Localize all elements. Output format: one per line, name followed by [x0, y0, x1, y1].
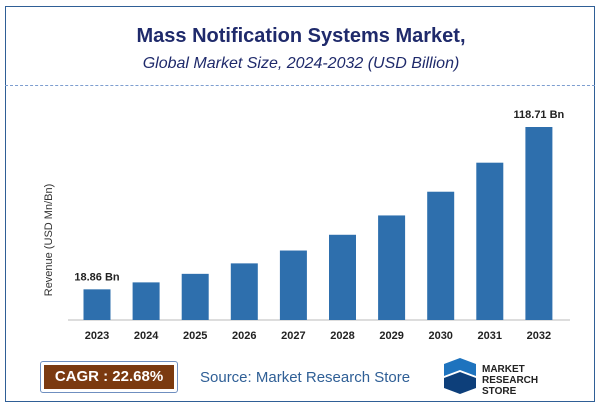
cagr-badge: CAGR : 22.68% — [40, 361, 178, 393]
bar-2023 — [83, 289, 111, 320]
x-tick-label: 2023 — [85, 330, 109, 342]
bar-2029 — [378, 215, 406, 320]
bar-2024 — [132, 282, 160, 320]
logo-line2: RESEARCH STORE — [482, 375, 539, 397]
divider — [5, 85, 595, 86]
x-tick-label: 2025 — [183, 330, 207, 342]
bar-2025 — [181, 273, 209, 320]
chart-title: Mass Notification Systems Market, — [136, 25, 466, 47]
x-tick-label: 2028 — [330, 330, 354, 342]
x-tick-label: 2031 — [478, 330, 502, 342]
bar-2030 — [427, 191, 455, 320]
bar-2027 — [279, 250, 307, 320]
bar-2026 — [230, 263, 258, 320]
logo-line1: MARKET — [482, 364, 525, 375]
data-label-first: 18.86 Bn — [74, 271, 120, 283]
source-text: Source: Market Research Store — [200, 369, 411, 386]
chart-frame — [5, 6, 595, 402]
x-tick-label: 2029 — [379, 330, 403, 342]
x-tick-label: 2030 — [428, 330, 452, 342]
chart-subtitle: Global Market Size, 2024-2032 (USD Billi… — [142, 55, 460, 72]
bar-2031 — [476, 162, 504, 320]
logo-icon — [444, 358, 476, 394]
x-tick-label: 2024 — [134, 330, 159, 342]
x-tick-label: 2027 — [281, 330, 305, 342]
bar-2032 — [525, 127, 553, 320]
data-label-last: 118.71 Bn — [514, 109, 565, 121]
x-tick-label: 2032 — [527, 330, 551, 342]
cagr-value: CAGR : 22.68% — [44, 365, 174, 389]
bar-2028 — [329, 234, 356, 320]
y-axis-label: Revenue (USD Mn/Bn) — [43, 184, 55, 297]
logo: MARKET RESEARCH STORE — [440, 358, 570, 397]
x-tick-label: 2026 — [232, 330, 256, 342]
